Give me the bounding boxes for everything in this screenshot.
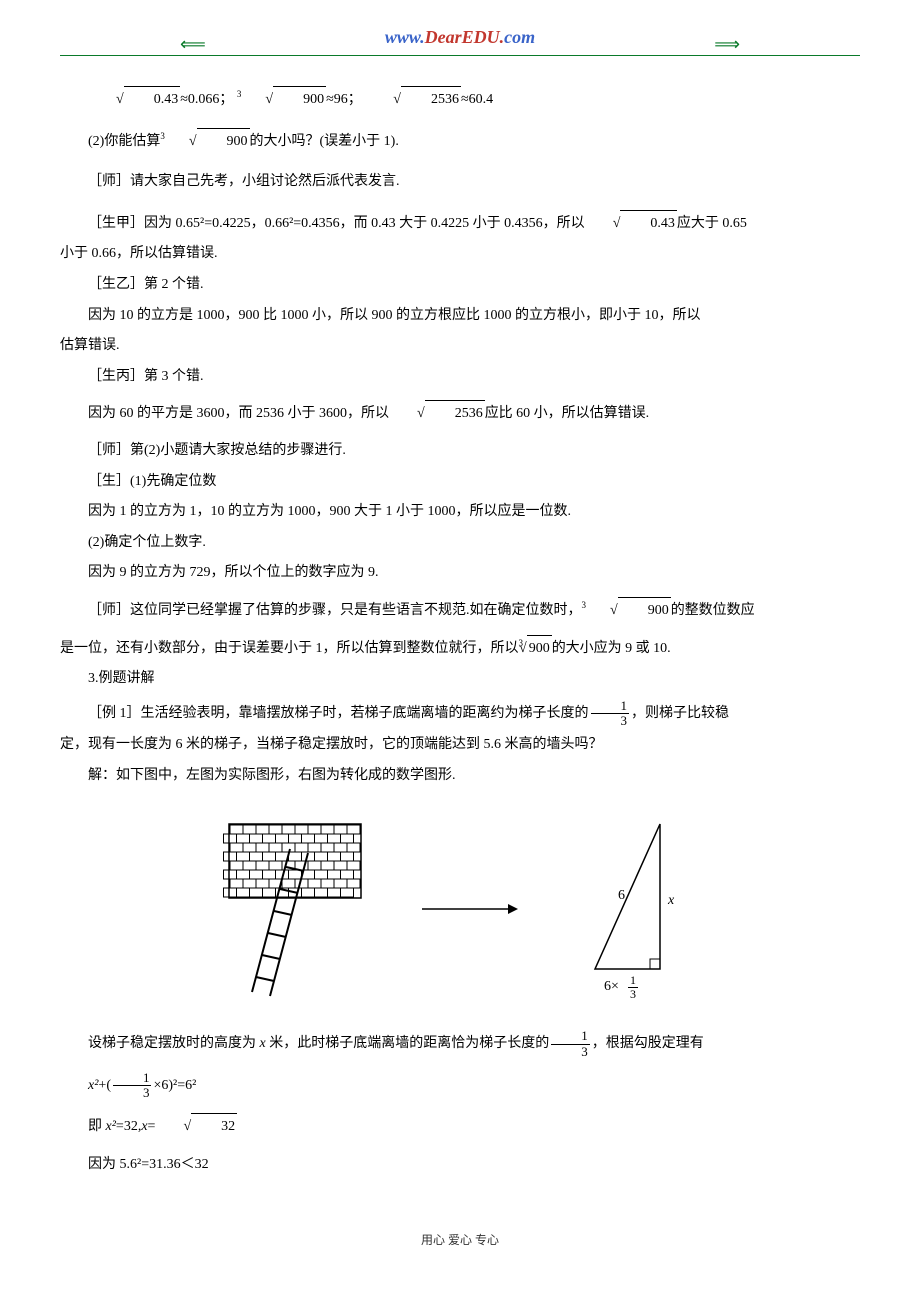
line-17: 是一位，还有小数部分，由于误差要小于 1，所以估算到整数位就行，所以3900的大… bbox=[60, 635, 860, 663]
figure-row: 6 x 6× 13 bbox=[60, 814, 860, 1004]
line-3: ［师］请大家自己先考，小组讨论然后派代表发言. bbox=[60, 169, 860, 196]
cbrt-900-4: 900 bbox=[519, 635, 552, 663]
line-23: x²+(13×6)²=6² bbox=[60, 1071, 860, 1101]
text-1a: ≈0.066； bbox=[180, 92, 233, 107]
line-20: 定，现有一长度为 6 米的梯子，当梯子稳定摆放时，它的顶端能达到 5.6 米高的… bbox=[60, 732, 860, 759]
line-12: ［生］(1)先确定位数 bbox=[60, 469, 860, 496]
header-url: www.DearEDU.com bbox=[379, 20, 541, 54]
url-dearedu: DearEDU. bbox=[425, 27, 505, 47]
text-4b: 应大于 0.65 bbox=[677, 216, 747, 231]
text-23b: ×6)²=6² bbox=[153, 1078, 196, 1093]
text-16b: 的整数位数应 bbox=[671, 603, 755, 618]
url-com: com bbox=[504, 27, 535, 47]
text-2b: 的大小吗？(误差小于 1). bbox=[250, 134, 399, 149]
text-17a: 是一位，还有小数部分，由于误差要小于 1，所以估算到整数位就行，所以 bbox=[60, 641, 519, 656]
text-22c: ，根据勾股定理有 bbox=[592, 1036, 704, 1051]
tri-label-base-a: 6× bbox=[604, 979, 619, 994]
line-9: ［生丙］第 3 个错. bbox=[60, 364, 860, 391]
line-24: 即 x²=32,x=32 bbox=[60, 1113, 860, 1141]
sqrt-2536-2: 2536 bbox=[389, 400, 485, 428]
line-6: ［生乙］第 2 个错. bbox=[60, 272, 860, 299]
line-16: ［师］这位同学已经掌握了估算的步骤，只是有些语言不规范.如在确定位数时，3900… bbox=[60, 597, 860, 625]
line-19: ［例 1］生活经验表明，靠墙摆放梯子时，若梯子底端离墙的距离约为梯子长度的13，… bbox=[60, 699, 860, 729]
tri-label-6: 6 bbox=[618, 888, 625, 903]
line-10: 因为 60 的平方是 3600，而 2536 小于 3600，所以2536应比 … bbox=[60, 400, 860, 428]
text-4a: ［生甲］因为 0.65²=0.4225，0.66²=0.4356，而 0.43 … bbox=[88, 216, 585, 231]
arrow-icon bbox=[420, 899, 520, 919]
sqrt-2536: 2536 bbox=[365, 86, 461, 114]
text-17b: 的大小应为 9 或 10. bbox=[552, 641, 671, 656]
var-x2-b: x² bbox=[106, 1119, 116, 1134]
arrow-right-decor: ⟹ bbox=[714, 27, 740, 61]
cbrt-900-2: 900 bbox=[161, 128, 250, 156]
cbrt-900: 900 bbox=[237, 86, 326, 114]
page-header: ⟸ www.DearEDU.com ⟹ bbox=[60, 20, 860, 56]
line-8: 估算错误. bbox=[60, 333, 860, 360]
line-18: 3.例题讲解 bbox=[60, 666, 860, 693]
text-24b: =32, bbox=[116, 1119, 141, 1134]
text-22a: 设梯子稳定摆放时的高度为 bbox=[88, 1036, 256, 1051]
line-21: 解：如下图中，左图为实际图形，右图为转化成的数学图形. bbox=[60, 763, 860, 790]
frac-1-3-b: 13 bbox=[551, 1029, 590, 1059]
document-body: 0.43≈0.066； 3900≈96； 2536≈60.4 (2)你能估算39… bbox=[60, 86, 860, 1179]
line-5: 小于 0.66，所以估算错误. bbox=[60, 241, 860, 268]
line-2: (2)你能估算3900的大小吗？(误差小于 1). bbox=[60, 128, 860, 156]
line-22: 设梯子稳定摆放时的高度为 x 米，此时梯子底端离墙的距离恰为梯子长度的13，根据… bbox=[60, 1029, 860, 1059]
text-19b: ，则梯子比较稳 bbox=[631, 706, 729, 721]
ladder-wall-diagram bbox=[220, 817, 370, 1002]
frac-1-3-c: 13 bbox=[113, 1071, 152, 1101]
text-16a: ［师］这位同学已经掌握了估算的步骤，只是有些语言不规范.如在确定位数时， bbox=[88, 603, 582, 618]
text-23a: +( bbox=[98, 1078, 111, 1093]
sqrt-0.43-2: 0.43 bbox=[585, 210, 677, 238]
text-24c: = bbox=[148, 1119, 156, 1134]
frac-1-3: 13 bbox=[591, 699, 630, 729]
sqrt-32: 32 bbox=[155, 1113, 237, 1141]
sqrt-0.43: 0.43 bbox=[88, 86, 180, 114]
text-10a: 因为 60 的平方是 3600，而 2536 小于 3600，所以 bbox=[88, 406, 389, 421]
line-1: 0.43≈0.066； 3900≈96； 2536≈60.4 bbox=[60, 86, 860, 114]
url-www: www. bbox=[385, 27, 425, 47]
tri-label-x: x bbox=[667, 893, 675, 908]
line-25: 因为 5.6²=31.36＜32 bbox=[60, 1152, 860, 1179]
cbrt-900-3: 900 bbox=[582, 597, 671, 625]
line-14: (2)确定个位上数字. bbox=[60, 530, 860, 557]
line-11: ［师］第(2)小题请大家按总结的步骤进行. bbox=[60, 438, 860, 465]
var-x: x bbox=[260, 1036, 266, 1051]
triangle-diagram: 6 x 6× 13 bbox=[570, 814, 700, 1004]
text-1b: ≈96； bbox=[326, 92, 362, 107]
text-19a: ［例 1］生活经验表明，靠墙摆放梯子时，若梯子底端离墙的距离约为梯子长度的 bbox=[88, 706, 589, 721]
var-x2: x² bbox=[88, 1078, 98, 1093]
page-footer: 用心 爱心 专心 bbox=[60, 1229, 860, 1252]
text-1c: ≈60.4 bbox=[461, 92, 493, 107]
line-7: 因为 10 的立方是 1000，900 比 1000 小，所以 900 的立方根… bbox=[60, 303, 860, 330]
line-4: ［生甲］因为 0.65²=0.4225，0.66²=0.4356，而 0.43 … bbox=[60, 210, 860, 238]
text-2a: (2)你能估算 bbox=[88, 134, 160, 149]
line-15: 因为 9 的立方为 729，所以个位上的数字应为 9. bbox=[60, 560, 860, 587]
header-underline bbox=[60, 54, 860, 56]
text-10b: 应比 60 小，所以估算错误. bbox=[485, 406, 650, 421]
text-22b: 米，此时梯子底端离墙的距离恰为梯子长度的 bbox=[269, 1036, 549, 1051]
line-13: 因为 1 的立方为 1，10 的立方为 1000，900 大于 1 小于 100… bbox=[60, 499, 860, 526]
text-24a: 即 bbox=[88, 1119, 106, 1134]
